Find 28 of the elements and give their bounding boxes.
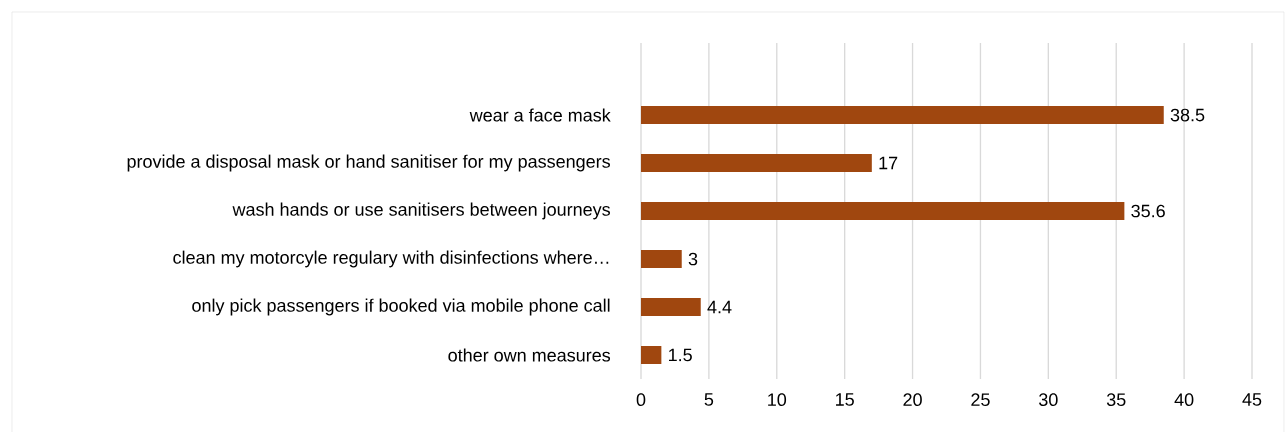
x-tick-label: 35	[1106, 393, 1126, 407]
data-label: 3	[688, 252, 698, 266]
x-tick-label: 5	[704, 393, 714, 406]
x-tick-label: 20	[903, 393, 922, 407]
bar	[641, 346, 662, 365]
x-tick-label: 45	[1242, 393, 1262, 406]
y-tick-label: provide a disposal mask or hand sanitiser for my passengers	[127, 154, 610, 172]
bar	[641, 202, 1125, 221]
bar	[641, 250, 682, 269]
x-tick-label: 10	[768, 393, 787, 407]
y-tick-label: other own measures	[448, 348, 611, 362]
y-tick-label: clean my motorcyle regulary with disinfections where…	[173, 250, 609, 268]
y-tick-label: wash hands or use sanitisers between journeys	[232, 202, 610, 220]
data-label: 35.6	[1131, 204, 1165, 218]
x-tick-label: 0	[636, 393, 646, 407]
x-tick-label: 30	[1039, 393, 1058, 407]
data-label: 1.5	[669, 348, 692, 362]
bar	[641, 106, 1164, 125]
x-tick-label: 25	[971, 393, 990, 407]
bar	[641, 298, 701, 317]
x-tick-label: 40	[1174, 393, 1194, 407]
x-tick-label: 15	[836, 393, 854, 406]
data-label: 17	[879, 156, 898, 170]
y-tick-label: wear a face mask	[469, 108, 611, 122]
bar	[641, 154, 872, 173]
y-tick-label: only pick passengers if booked via mobile phone call	[192, 298, 610, 316]
data-label: 38.5	[1170, 108, 1205, 122]
data-label: 4.4	[707, 300, 732, 314]
